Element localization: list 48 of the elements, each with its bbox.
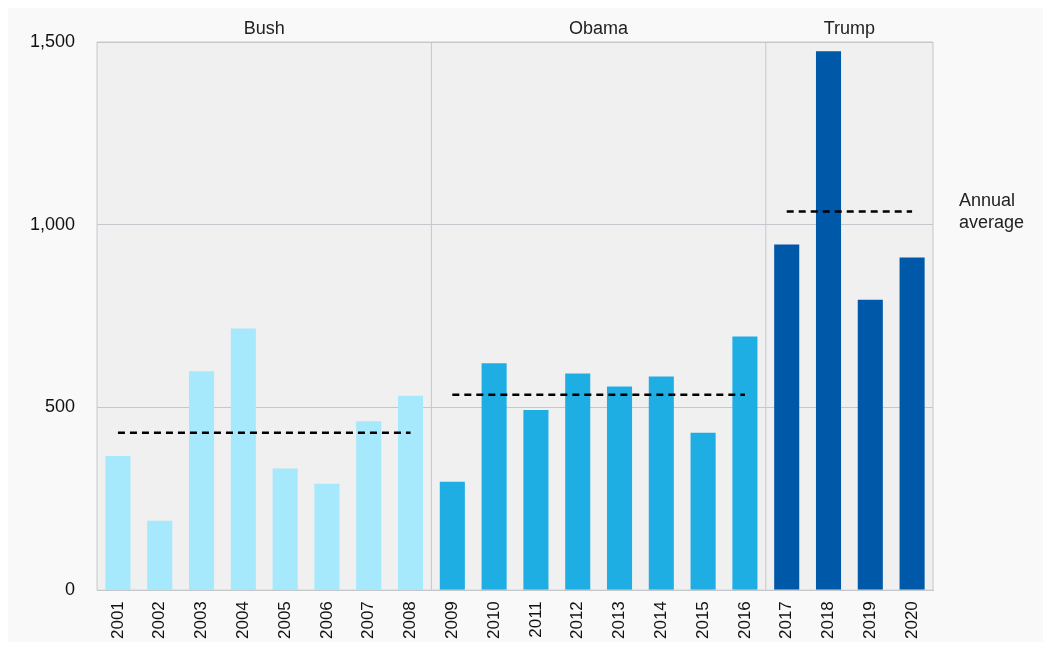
bar	[815, 51, 842, 590]
bar	[439, 481, 465, 590]
bar	[272, 468, 298, 590]
x-tick-label: 2003	[191, 601, 211, 640]
band-label: Bush	[243, 17, 285, 38]
x-tick-label: 2009	[442, 601, 462, 640]
bar	[105, 456, 131, 590]
y-tick-label: 500	[45, 396, 76, 417]
x-tick-label: 2012	[567, 601, 587, 640]
bar	[189, 371, 215, 590]
bar	[523, 410, 549, 590]
band-label: Obama	[569, 17, 630, 38]
y-tick-label: 1,500	[30, 30, 76, 51]
x-tick-label: 2005	[274, 601, 294, 640]
x-tick-label: 2014	[651, 601, 670, 640]
bar	[732, 336, 758, 590]
x-tick-label: 2008	[400, 601, 420, 640]
y-tick-label: 0	[65, 579, 76, 600]
x-tick-label: 2016	[734, 601, 754, 640]
bar	[899, 257, 925, 590]
bar	[857, 299, 883, 590]
band-label: Trump	[823, 17, 876, 38]
bar	[606, 386, 633, 590]
x-tick-label: 2002	[149, 601, 169, 640]
y-tick-label: 1,000	[30, 213, 76, 234]
x-tick-label: 2004	[233, 601, 253, 640]
x-tick-label: 2015	[692, 601, 712, 640]
x-tick-label: 2006	[316, 601, 336, 640]
x-tick-label: 2019	[859, 601, 879, 640]
x-tick-label: 2017	[776, 601, 796, 640]
x-tick-label: 2001	[107, 601, 127, 640]
x-tick-label: 2013	[609, 601, 629, 640]
bar	[230, 328, 256, 590]
text: Annual average	[959, 189, 1025, 232]
bar	[314, 483, 340, 590]
bar	[774, 244, 800, 590]
bar	[648, 376, 674, 590]
bar	[481, 363, 507, 590]
bar	[147, 520, 173, 590]
bar	[397, 395, 424, 590]
x-tick-label: 2018	[818, 601, 838, 640]
bar	[356, 421, 382, 590]
x-tick-label: 2010	[483, 601, 503, 640]
bar	[565, 373, 591, 590]
x-tick-label: 2007	[358, 601, 378, 640]
x-tick-label: 2020	[901, 601, 921, 640]
bar	[690, 432, 716, 590]
x-tick-label: 2011	[525, 601, 545, 638]
